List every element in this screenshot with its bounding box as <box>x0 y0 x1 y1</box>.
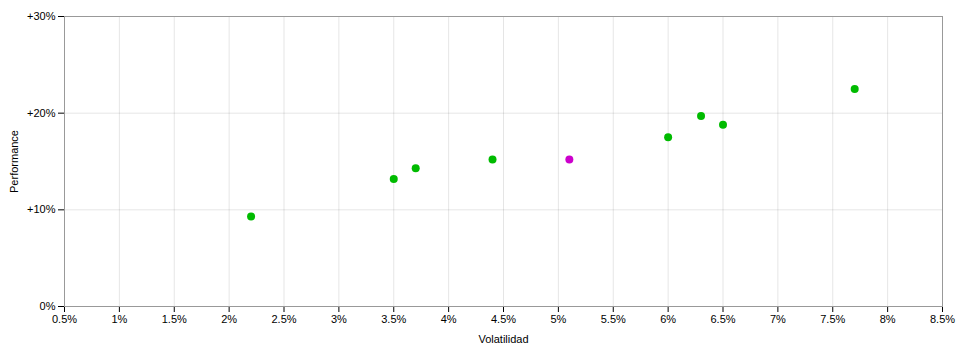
svg-text:2.5%: 2.5% <box>271 313 296 325</box>
svg-text:4%: 4% <box>441 313 457 325</box>
svg-text:4.5%: 4.5% <box>491 313 516 325</box>
svg-text:+20%: +20% <box>27 107 56 119</box>
svg-text:7.5%: 7.5% <box>820 313 845 325</box>
svg-text:0%: 0% <box>40 300 56 312</box>
svg-text:8%: 8% <box>880 313 896 325</box>
svg-text:5.5%: 5.5% <box>601 313 626 325</box>
svg-text:3%: 3% <box>331 313 347 325</box>
svg-text:2%: 2% <box>221 313 237 325</box>
svg-text:0.5%: 0.5% <box>52 313 77 325</box>
svg-text:7%: 7% <box>770 313 786 325</box>
svg-text:5%: 5% <box>550 313 566 325</box>
svg-text:+10%: +10% <box>27 203 56 215</box>
svg-text:Volatilidad: Volatilidad <box>478 333 528 345</box>
svg-text:+30%: +30% <box>27 10 56 22</box>
svg-text:8.5%: 8.5% <box>930 313 955 325</box>
svg-text:1.5%: 1.5% <box>162 313 187 325</box>
svg-text:1%: 1% <box>111 313 127 325</box>
svg-text:6%: 6% <box>660 313 676 325</box>
svg-text:Performance: Performance <box>8 130 20 193</box>
svg-text:3.5%: 3.5% <box>381 313 406 325</box>
svg-text:6.5%: 6.5% <box>710 313 735 325</box>
